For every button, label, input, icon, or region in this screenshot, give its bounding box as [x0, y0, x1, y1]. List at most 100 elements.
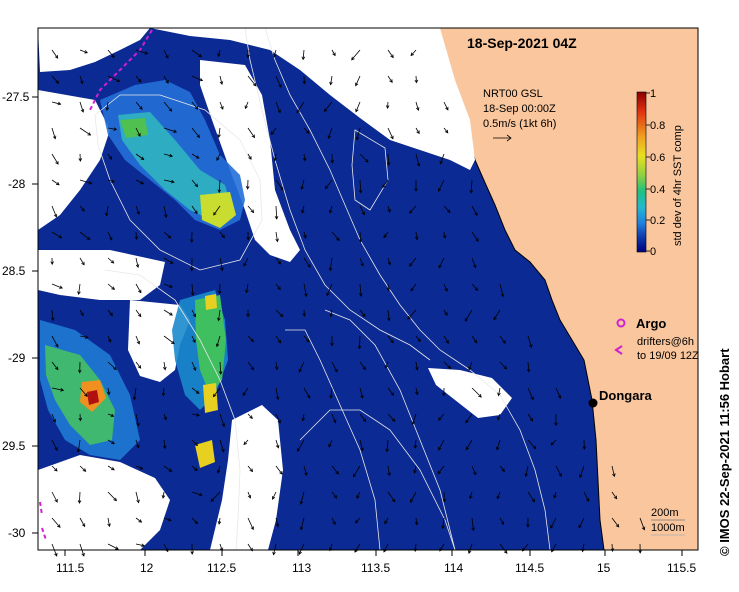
current-arrow-icon — [359, 309, 366, 317]
arrowhead-icon — [217, 134, 221, 139]
arrowhead-icon — [471, 527, 475, 532]
current-arrow-icon — [219, 257, 223, 271]
arrowhead-icon — [249, 468, 254, 473]
arrowhead-icon — [325, 185, 329, 190]
current-arrow-icon — [303, 283, 307, 297]
current-arrow-icon — [107, 543, 119, 550]
current-arrow-icon — [191, 127, 200, 138]
patch-mid-yellow — [203, 383, 218, 413]
current-reference-label: NRT00 GSL 18-Sep 00:00Z 0.5m/s (1kt 6h) — [483, 88, 556, 142]
current-arrow-icon — [163, 153, 173, 157]
arrowhead-icon — [217, 520, 222, 525]
arrowhead-icon — [474, 287, 479, 292]
current-arrow-icon — [191, 439, 198, 446]
arrowhead-icon — [55, 343, 59, 348]
current-arrow-icon — [356, 127, 361, 140]
current-arrow-icon — [79, 205, 85, 212]
current-arrow-icon — [498, 387, 501, 396]
arrowhead-icon — [144, 51, 149, 55]
arrowhead-icon — [332, 419, 337, 424]
arrowhead-icon — [356, 495, 360, 499]
current-arrow-icon — [272, 491, 277, 500]
arrowhead-icon — [216, 469, 221, 474]
current-arrow-icon — [275, 283, 281, 290]
arrowhead-icon — [137, 78, 142, 83]
arrowhead-icon — [50, 261, 54, 266]
arrowhead-icon — [391, 418, 396, 422]
arrowhead-icon — [532, 445, 537, 450]
current-arrow-icon — [471, 387, 482, 398]
current-arrow-icon — [443, 231, 446, 239]
arrowhead-icon — [465, 446, 470, 451]
arrowhead-icon — [111, 54, 115, 59]
arrowhead-icon — [415, 391, 419, 396]
colorbar-gradient — [636, 91, 647, 253]
current-arrow-icon — [300, 517, 305, 530]
arrowhead-icon — [468, 366, 472, 371]
current-arrow-icon — [330, 309, 333, 317]
arrowhead-icon — [334, 368, 338, 373]
arrowhead-icon — [193, 367, 197, 372]
arrowhead-icon — [109, 312, 113, 317]
arrowhead-icon — [109, 236, 113, 241]
current-arrow-icon — [527, 439, 536, 449]
arrowhead-icon — [196, 413, 200, 417]
current-arrow-icon — [275, 517, 279, 527]
current-arrow-icon — [274, 153, 277, 161]
arrowhead-icon — [195, 390, 200, 394]
current-vectors — [50, 49, 646, 557]
arrowhead-icon — [137, 133, 141, 137]
arrowhead-icon — [213, 212, 217, 216]
arrowhead-icon — [171, 340, 175, 345]
arrowhead-icon — [81, 208, 85, 212]
arrowhead-icon — [140, 156, 145, 160]
arrowhead-icon — [217, 317, 221, 322]
arrowhead-icon — [307, 264, 311, 268]
current-arrow-icon — [298, 361, 305, 372]
current-arrow-icon — [163, 283, 173, 288]
arrowhead-icon — [55, 181, 60, 186]
current-arrow-icon — [191, 75, 203, 81]
current-arrow-icon — [135, 491, 139, 503]
current-arrow-icon — [611, 491, 618, 499]
current-arrow-icon — [359, 387, 363, 399]
arrowhead-icon — [328, 547, 333, 552]
arrowhead-icon — [53, 213, 58, 218]
arrowhead-icon — [136, 444, 140, 449]
current-arrow-icon — [415, 231, 418, 240]
arrowhead-icon — [387, 472, 391, 477]
arrowhead-icon — [585, 498, 590, 502]
current-arrow-icon — [499, 361, 507, 370]
current-arrow-icon — [359, 153, 369, 163]
arrowhead-icon — [329, 395, 333, 399]
y-tick-label: -30 — [8, 526, 26, 540]
arrowhead-icon — [304, 293, 308, 298]
current-arrow-icon — [415, 75, 417, 83]
arrowhead-icon — [385, 105, 390, 109]
current-arrow-icon — [527, 413, 533, 422]
arrowhead-icon — [162, 445, 167, 450]
arrowhead-icon — [80, 312, 84, 317]
current-arrow-icon — [191, 49, 202, 58]
current-arrow-icon — [219, 101, 224, 110]
current-arrow-icon — [359, 413, 367, 422]
current-arrow-icon — [527, 361, 530, 372]
arrowhead-icon — [469, 495, 473, 500]
arrowhead-icon — [136, 211, 140, 215]
current-arrow-icon — [243, 257, 249, 267]
arrowhead-icon — [414, 79, 419, 84]
arrowhead-icon — [110, 413, 115, 417]
arrowhead-icon — [390, 54, 394, 59]
arrowhead-icon — [111, 286, 116, 290]
arrowhead-icon — [383, 234, 387, 239]
arrowhead-icon — [162, 366, 167, 371]
arrowhead-icon — [384, 520, 388, 525]
current-arrow-icon — [331, 491, 337, 499]
arrowhead-icon — [297, 448, 301, 452]
arrowhead-icon — [277, 286, 281, 291]
current-arrow-icon — [471, 205, 478, 216]
arrowhead-icon — [355, 108, 359, 113]
current-arrow-icon — [163, 361, 166, 370]
arrowhead-icon — [165, 54, 169, 59]
current-arrow-icon — [107, 49, 115, 58]
